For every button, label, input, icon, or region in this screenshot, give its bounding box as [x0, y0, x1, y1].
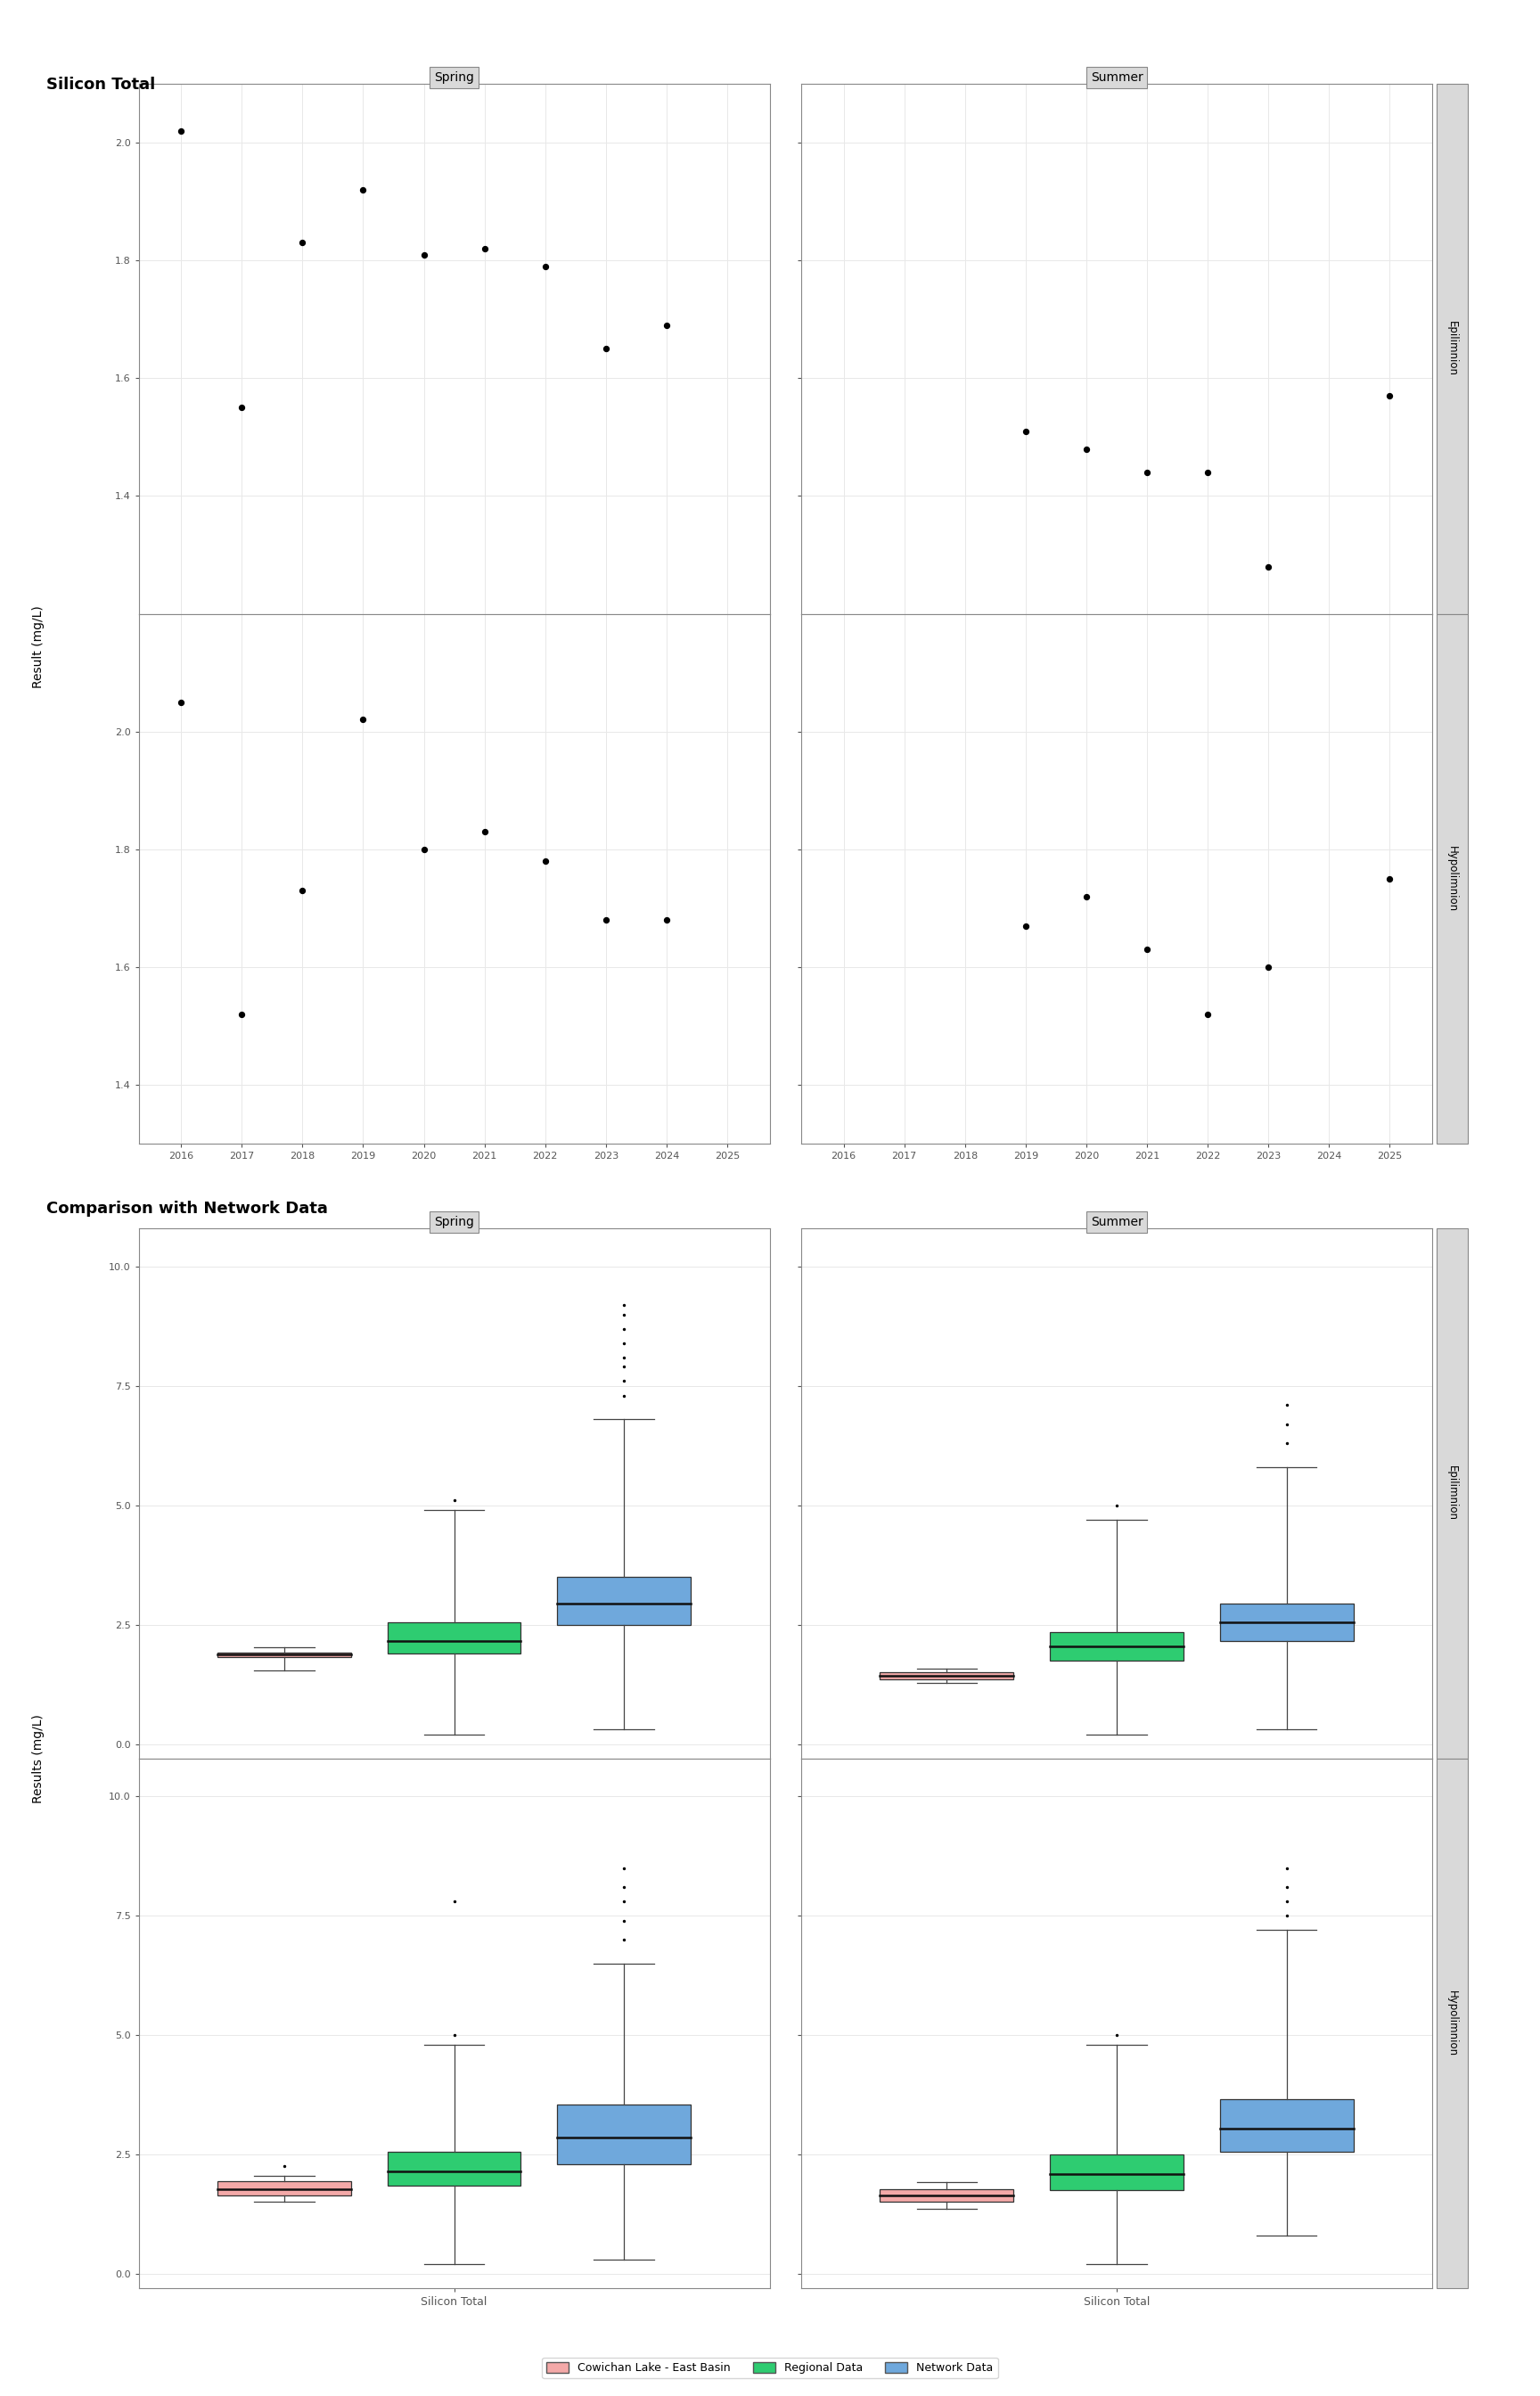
Point — [229, 388, 254, 426]
Point — [611, 1869, 636, 1907]
Point — [1274, 1404, 1298, 1442]
Point — [1135, 930, 1160, 968]
Bar — [879, 1672, 1013, 1680]
Point — [273, 2147, 297, 2185]
Point — [1274, 1850, 1298, 1888]
Text: Epilimnion: Epilimnion — [1446, 1466, 1458, 1521]
Point — [654, 307, 679, 345]
Bar — [1050, 1632, 1183, 1660]
Text: Epilimnion: Epilimnion — [1446, 321, 1458, 376]
Point — [1274, 1385, 1298, 1423]
Title: Summer: Summer — [1090, 1215, 1143, 1229]
Point — [1377, 376, 1401, 415]
Point — [611, 1287, 636, 1325]
Point — [1257, 949, 1281, 987]
Point — [611, 1850, 636, 1888]
Point — [1274, 1423, 1298, 1462]
Point — [290, 223, 314, 261]
Point — [611, 1325, 636, 1363]
Bar — [879, 2190, 1013, 2202]
Point — [1135, 453, 1160, 491]
Point — [1104, 1486, 1129, 1524]
Text: Result (mg/L): Result (mg/L) — [32, 606, 45, 688]
Text: Results (mg/L): Results (mg/L) — [32, 1713, 45, 1802]
Point — [611, 1337, 636, 1375]
Point — [473, 230, 497, 268]
Point — [533, 841, 557, 879]
Point — [1257, 546, 1281, 585]
Point — [1013, 906, 1038, 944]
Point — [1104, 2015, 1129, 2053]
Bar — [388, 1622, 521, 1653]
Point — [1073, 877, 1098, 915]
Point — [411, 829, 436, 867]
Point — [1013, 412, 1038, 450]
Title: Spring: Spring — [434, 1215, 474, 1229]
Point — [611, 1361, 636, 1399]
Point — [442, 2015, 467, 2053]
Point — [229, 994, 254, 1033]
Bar — [1220, 1603, 1354, 1641]
Point — [290, 872, 314, 910]
Bar — [388, 2152, 521, 2185]
Point — [533, 247, 557, 285]
Point — [611, 1375, 636, 1414]
Text: Hypolimnion: Hypolimnion — [1446, 1991, 1458, 2056]
Point — [654, 901, 679, 939]
Point — [611, 1311, 636, 1349]
Text: Hypolimnion: Hypolimnion — [1446, 846, 1458, 913]
Title: Summer: Summer — [1090, 72, 1143, 84]
Point — [1195, 453, 1220, 491]
Point — [169, 683, 194, 721]
Point — [593, 331, 618, 369]
Point — [611, 1347, 636, 1385]
Point — [351, 170, 376, 208]
Title: Spring: Spring — [434, 72, 474, 84]
Point — [611, 1296, 636, 1335]
Point — [593, 901, 618, 939]
Point — [1274, 1869, 1298, 1907]
Bar — [217, 1653, 351, 1658]
Point — [611, 1883, 636, 1922]
Text: Comparison with Network Data: Comparison with Network Data — [46, 1200, 328, 1217]
Bar — [557, 2104, 691, 2164]
Text: Silicon Total: Silicon Total — [46, 77, 156, 93]
Point — [411, 235, 436, 273]
Bar — [1220, 2099, 1354, 2152]
Point — [442, 1481, 467, 1519]
Point — [611, 1902, 636, 1941]
Point — [1377, 860, 1401, 898]
Point — [1195, 994, 1220, 1033]
Point — [1073, 429, 1098, 467]
Point — [1274, 1883, 1298, 1922]
Point — [169, 113, 194, 151]
Point — [1274, 1898, 1298, 1936]
Point — [473, 812, 497, 851]
Point — [611, 1922, 636, 1960]
Point — [442, 1883, 467, 1922]
Bar — [1050, 2154, 1183, 2190]
Bar — [557, 1577, 691, 1624]
Point — [351, 700, 376, 738]
Bar — [217, 2180, 351, 2195]
Legend: Cowichan Lake - East Basin, Regional Data, Network Data: Cowichan Lake - East Basin, Regional Dat… — [542, 2358, 998, 2379]
